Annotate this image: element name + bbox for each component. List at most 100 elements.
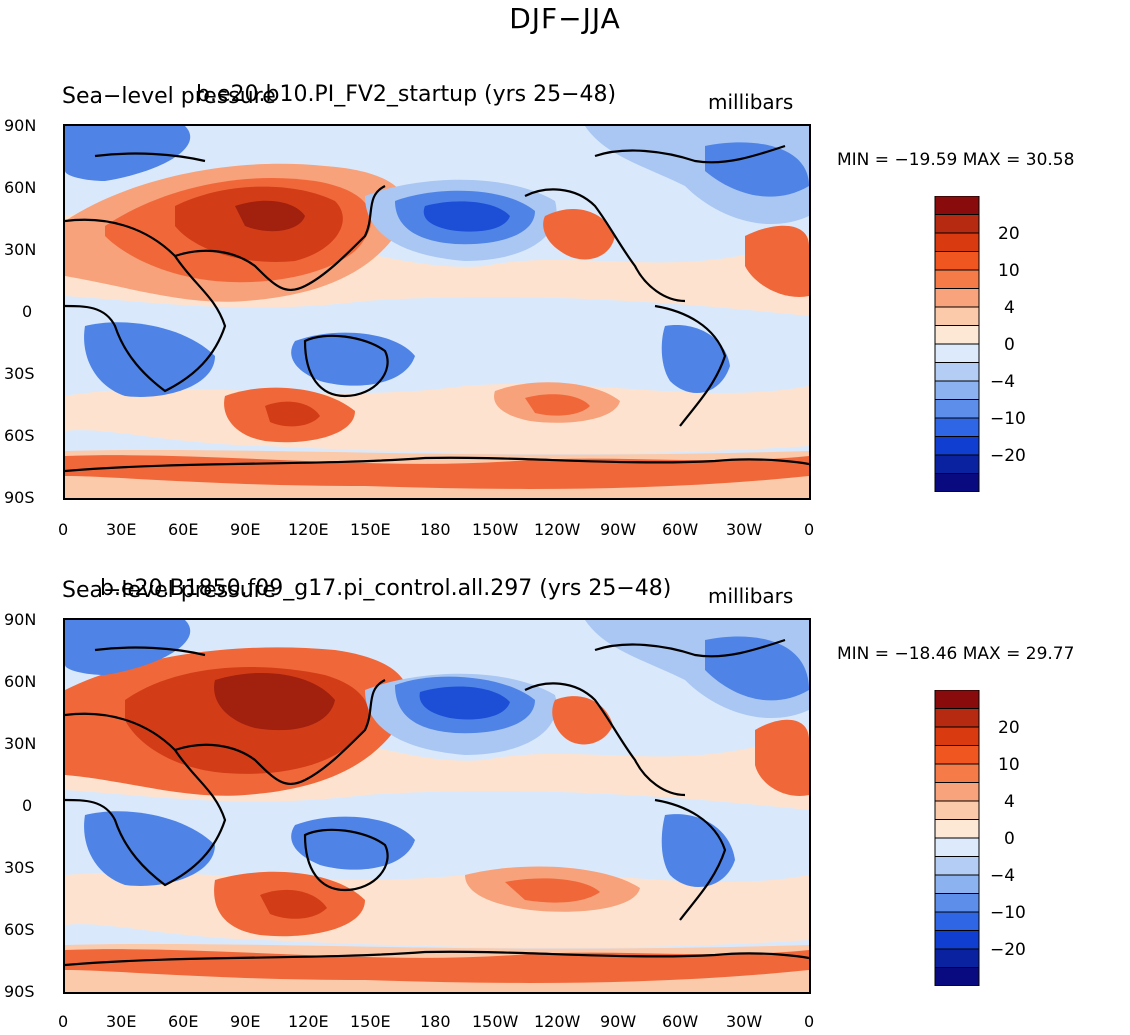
panel-1-colorbar: 20 10 4 0 −4 −10 −20 xyxy=(934,196,1054,492)
panel-2-case-title: b.e20.B1850.f09_g17.pi_control.all.297 (… xyxy=(100,576,672,601)
panel-1-map xyxy=(63,124,811,500)
lon-label: 180 xyxy=(420,520,451,539)
colorbar-swatch xyxy=(934,800,980,820)
colorbar-label: 20 xyxy=(998,224,1020,244)
panel-2-lat-axis: 90N 60N 30N 0 30S 60S 90S xyxy=(0,610,60,1001)
colorbar-swatch xyxy=(934,948,980,968)
colorbar-label: 0 xyxy=(1004,335,1015,355)
lat-label: 90S xyxy=(4,982,35,1001)
lat-label: 60S xyxy=(4,920,35,939)
colorbar-swatch xyxy=(934,911,980,931)
lon-label: 30E xyxy=(106,1012,137,1031)
colorbar-swatch xyxy=(934,288,980,308)
lat-label: 60N xyxy=(4,178,37,197)
panel-1: Sea−level pressure b.e20.b10.PI_FV2_star… xyxy=(0,82,1075,539)
colorbar-swatch xyxy=(934,269,980,289)
lon-label: 120W xyxy=(534,520,581,539)
lat-label: 60S xyxy=(4,426,35,445)
panel-1-lon-axis: 0 30E 60E 90E 120E 150E 180 150W 120W 90… xyxy=(40,520,840,544)
lon-label: 30W xyxy=(726,520,763,539)
panel-2: Sea−level pressure b.e20.B1850.f09_g17.p… xyxy=(0,494,1130,1035)
panel-2-units: millibars xyxy=(708,584,794,608)
colorbar-swatch xyxy=(934,232,980,252)
lat-label: 0 xyxy=(22,302,33,321)
panel-1-minmax: MIN = −19.59 MAX = 30.58 xyxy=(837,150,1075,170)
lon-label: 150W xyxy=(472,1012,519,1031)
panel-1-contour-field xyxy=(65,126,809,498)
colorbar-label: −10 xyxy=(990,409,1026,429)
lon-label: 60W xyxy=(662,520,699,539)
lat-label: 60N xyxy=(4,672,37,691)
colorbar-swatch xyxy=(934,726,980,746)
colorbar-label: −10 xyxy=(990,903,1026,923)
lon-label: 60E xyxy=(168,520,199,539)
colorbar-label: 10 xyxy=(998,755,1020,775)
colorbar-swatch xyxy=(934,196,980,215)
lon-label: 0 xyxy=(58,1012,69,1031)
lon-label: 180 xyxy=(420,1012,451,1031)
panel-2-colorbar: 20 10 4 0 −4 −10 −20 xyxy=(934,690,1054,986)
colorbar-label: 20 xyxy=(998,718,1020,738)
colorbar-swatch xyxy=(934,856,980,876)
colorbar-swatch xyxy=(934,763,980,783)
panel-2-contour-field xyxy=(65,620,809,992)
colorbar-label: −20 xyxy=(990,940,1026,960)
colorbar-swatch xyxy=(934,745,980,765)
colorbar-label: −4 xyxy=(990,372,1016,392)
panel-2-map xyxy=(63,618,811,994)
colorbar-swatch xyxy=(934,837,980,857)
panel-1-lat-axis: 90N 60N 30N 0 30S 60S 90S xyxy=(0,116,60,507)
colorbar-swatch xyxy=(934,454,980,474)
lon-label: 150E xyxy=(350,1012,391,1031)
colorbar-swatch xyxy=(934,967,980,986)
lon-label: 120E xyxy=(288,1012,329,1031)
lon-label: 120E xyxy=(288,520,329,539)
colorbar-swatch xyxy=(934,708,980,728)
colorbar-swatches xyxy=(934,196,980,492)
colorbar-swatch xyxy=(934,819,980,839)
colorbar-label: 0 xyxy=(1004,829,1015,849)
lon-label: 0 xyxy=(58,520,69,539)
lon-label: 150E xyxy=(350,520,391,539)
lon-label: 90E xyxy=(230,520,261,539)
lat-label: 30N xyxy=(4,734,37,753)
colorbar-swatches xyxy=(934,690,980,986)
colorbar-swatch xyxy=(934,251,980,271)
panel-2-minmax: MIN = −18.46 MAX = 29.77 xyxy=(837,644,1075,664)
colorbar-label: −20 xyxy=(990,446,1026,466)
lat-label: 90S xyxy=(4,488,35,507)
lon-label: 30W xyxy=(726,1012,763,1031)
lon-label: 0 xyxy=(804,1012,815,1031)
lon-label: 90W xyxy=(600,520,637,539)
lat-label: 90N xyxy=(4,610,37,629)
panel-1-units: millibars xyxy=(708,90,794,114)
figure-title: DJF−JJA xyxy=(509,2,621,35)
colorbar-swatch xyxy=(934,436,980,456)
colorbar-swatch xyxy=(934,399,980,419)
lon-label: 90E xyxy=(230,1012,261,1031)
lon-label: 0 xyxy=(804,520,815,539)
panel-2-lon-axis: 0 30E 60E 90E 120E 150E 180 150W 120W 90… xyxy=(40,1012,840,1034)
lon-label: 60W xyxy=(662,1012,699,1031)
colorbar-swatch xyxy=(934,325,980,345)
lon-label: 30E xyxy=(106,520,137,539)
colorbar-swatch xyxy=(934,343,980,363)
lon-label: 90W xyxy=(600,1012,637,1031)
colorbar-swatch xyxy=(934,930,980,950)
panel-2-variable-title: Sea−level pressure xyxy=(62,578,276,603)
lat-label: 30S xyxy=(4,364,35,383)
colorbar-swatch xyxy=(934,473,980,492)
colorbar-label: 4 xyxy=(1004,298,1015,318)
colorbar-swatch xyxy=(934,306,980,326)
lon-label: 150W xyxy=(472,520,519,539)
lat-label: 30S xyxy=(4,858,35,877)
lat-label: 30N xyxy=(4,240,37,259)
colorbar-label: 10 xyxy=(998,261,1020,281)
lat-label: 0 xyxy=(22,796,33,815)
colorbar-swatch xyxy=(934,214,980,234)
colorbar-swatch xyxy=(934,380,980,400)
colorbar-label: −4 xyxy=(990,866,1016,886)
colorbar-swatch xyxy=(934,690,980,709)
lon-label: 60E xyxy=(168,1012,199,1031)
panel-1-variable-title: Sea−level pressure xyxy=(62,84,276,109)
